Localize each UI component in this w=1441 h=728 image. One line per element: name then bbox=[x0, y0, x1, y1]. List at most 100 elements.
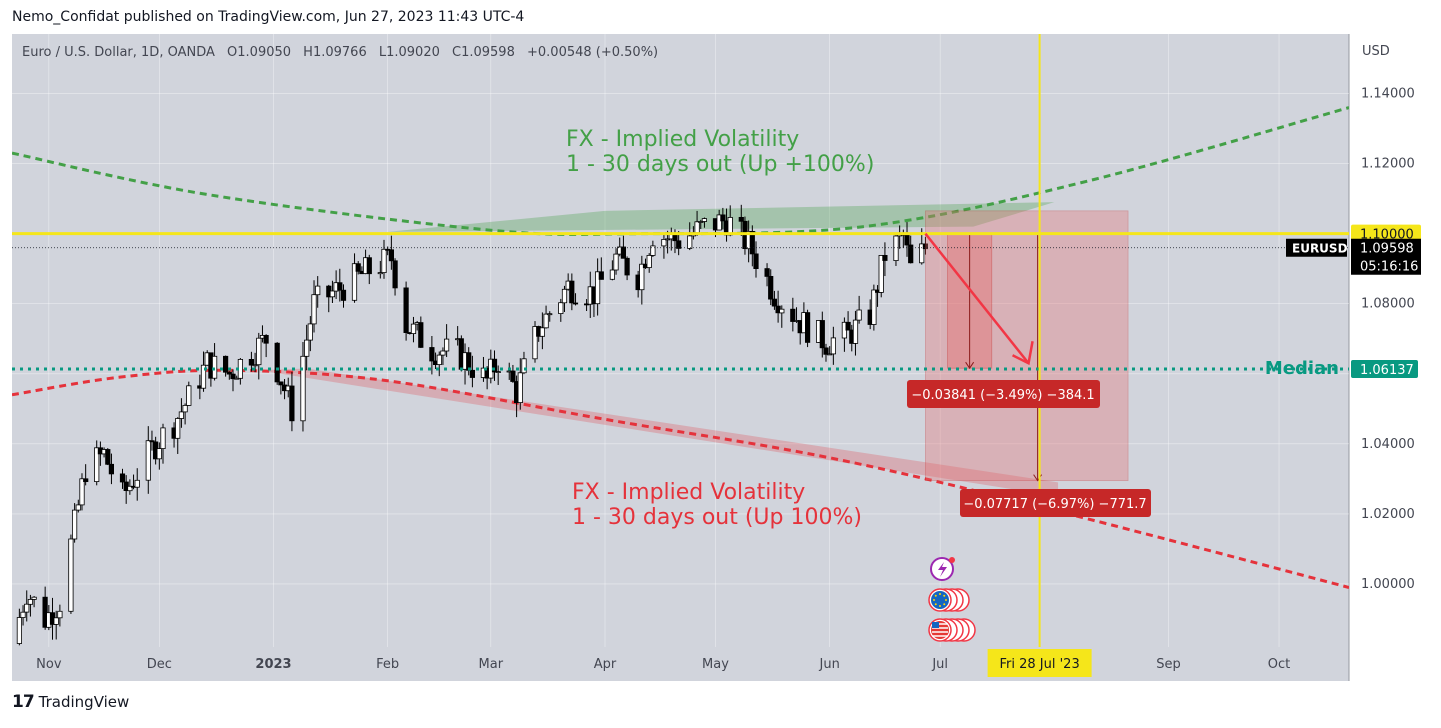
candle-up bbox=[495, 371, 501, 374]
candle-down bbox=[289, 385, 295, 422]
candle-down bbox=[222, 355, 229, 373]
price-tick-label: 1.08000 bbox=[1361, 297, 1415, 312]
candle-up bbox=[315, 285, 321, 296]
candle-down bbox=[230, 373, 236, 380]
candle-up bbox=[16, 617, 23, 644]
drawing-overlays[interactable] bbox=[12, 34, 1349, 647]
candle-down bbox=[620, 246, 627, 259]
candle-down bbox=[598, 271, 604, 280]
candle-up bbox=[852, 319, 859, 344]
legend-symbol: Euro / U.S. Dollar, 1D, OANDA bbox=[22, 45, 215, 60]
candle-up bbox=[256, 337, 262, 366]
lower-band-title: FX - Implied Volatility bbox=[572, 480, 805, 505]
time-label: Nov bbox=[36, 657, 62, 672]
legend-open-label: O bbox=[227, 45, 237, 60]
candle-down bbox=[572, 302, 579, 305]
candle-down bbox=[226, 371, 232, 375]
candle-up bbox=[665, 238, 671, 241]
candle-up bbox=[827, 353, 833, 356]
candle-up bbox=[410, 323, 417, 335]
candle-up bbox=[878, 254, 884, 293]
candle-down bbox=[753, 253, 759, 269]
candle-up bbox=[182, 404, 188, 413]
candle-up bbox=[351, 263, 358, 301]
symbol-badge-text: EURUSD bbox=[1292, 242, 1348, 256]
time-label: Sep bbox=[1156, 657, 1181, 672]
candle-up bbox=[698, 221, 704, 223]
candle-up bbox=[57, 610, 63, 619]
us-flag-canton-icon bbox=[932, 622, 939, 628]
candle-down bbox=[738, 216, 744, 222]
candle-down bbox=[569, 280, 575, 304]
candle-down bbox=[429, 347, 435, 362]
candle-up bbox=[532, 326, 538, 360]
candle-down bbox=[908, 244, 914, 264]
time-label: Jul bbox=[931, 657, 948, 672]
measure-1-label[interactable]: −0.03841 (−3.49%) −384.1 bbox=[907, 380, 1100, 408]
candle-up bbox=[211, 355, 218, 379]
candle-down bbox=[491, 358, 498, 373]
candle-down bbox=[403, 287, 409, 333]
candle-up bbox=[558, 302, 564, 315]
candle-up bbox=[53, 617, 59, 625]
price-axis[interactable]: 1.14000 1.12000 1.08000 1.04000 1.02000 1.000… bbox=[1286, 87, 1421, 592]
time-label: Dec bbox=[147, 657, 172, 672]
candle-up bbox=[234, 377, 240, 380]
legend-low-label: L bbox=[379, 45, 387, 60]
median-price-text: 1.06137 bbox=[1360, 363, 1414, 378]
candle-down bbox=[764, 268, 770, 277]
eu-star-icon bbox=[934, 594, 937, 597]
forecast-arrow bbox=[924, 232, 1030, 365]
lower-band-subtitle: 1 - 30 days out (Up 100%) bbox=[572, 505, 862, 530]
candle-up bbox=[539, 327, 546, 337]
current-price-badge bbox=[1351, 238, 1421, 275]
candle-down bbox=[149, 440, 155, 443]
candle-down bbox=[248, 358, 254, 366]
candle-up bbox=[68, 538, 74, 612]
candle-down bbox=[355, 263, 361, 272]
candle-up bbox=[561, 288, 568, 304]
event-markers[interactable] bbox=[928, 557, 976, 642]
candle-down bbox=[624, 257, 630, 276]
candle-up bbox=[24, 603, 30, 613]
candle-up bbox=[186, 385, 192, 406]
tradingview-logo-icon: 17 bbox=[12, 692, 35, 712]
measure-2-label[interactable]: −0.07717 (−6.97%) −771.7 bbox=[960, 489, 1151, 517]
candle-up bbox=[145, 440, 151, 481]
candle-up bbox=[517, 372, 523, 403]
candle-up bbox=[443, 338, 450, 352]
tradingview-branding[interactable]: 17 TradingView bbox=[12, 692, 129, 712]
current-price-text: 1.09598 bbox=[1360, 242, 1414, 257]
candle-up bbox=[543, 313, 549, 329]
candle-down bbox=[720, 214, 726, 222]
time-axis[interactable]: Nov Dec 2023 Feb Mar Apr May Jun Jul Sep Oct Fri 28… bbox=[36, 649, 1290, 677]
time-label: 2023 bbox=[255, 657, 291, 672]
candle-up bbox=[779, 308, 785, 314]
price-tick-label: 1.00000 bbox=[1361, 577, 1415, 592]
candle-up bbox=[639, 263, 645, 291]
candle-down bbox=[83, 478, 89, 482]
candle-down bbox=[388, 249, 395, 262]
candle-down bbox=[904, 234, 910, 246]
candle-up bbox=[440, 350, 446, 356]
candle-up bbox=[329, 290, 336, 298]
eu-star-icon bbox=[943, 594, 946, 597]
legend-low-value: 1.09020 bbox=[386, 45, 440, 60]
candle-down bbox=[337, 282, 343, 291]
price-tick-label: 1.02000 bbox=[1361, 507, 1415, 522]
candle-up bbox=[856, 309, 862, 321]
candle-down bbox=[392, 260, 398, 289]
measure-1-text: −0.03841 (−3.49%) −384.1 bbox=[911, 388, 1094, 403]
candle-up bbox=[134, 479, 140, 488]
candle-down bbox=[790, 308, 796, 322]
candle-up bbox=[300, 355, 306, 422]
countdown-text: 05:16:16 bbox=[1360, 260, 1418, 275]
eu-star-icon bbox=[939, 593, 941, 595]
candle-down bbox=[771, 298, 778, 307]
candle-up bbox=[75, 504, 81, 511]
candle-up bbox=[200, 364, 207, 389]
candle-down bbox=[749, 230, 755, 255]
candle-up bbox=[27, 599, 34, 605]
